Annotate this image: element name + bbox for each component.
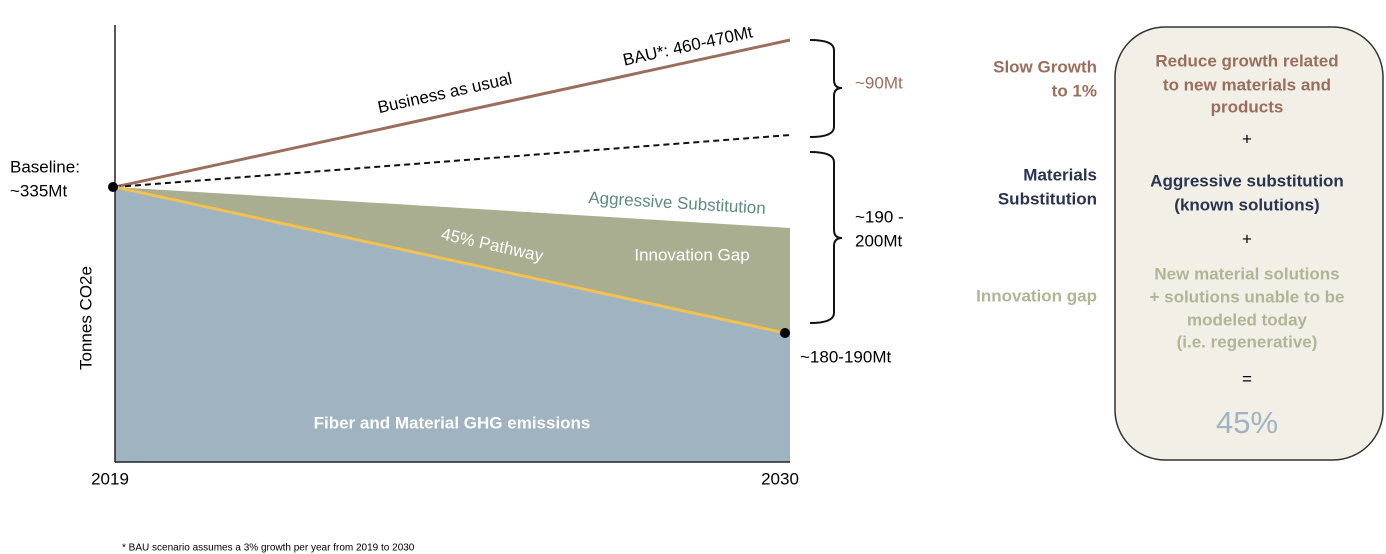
y-axis-label: Tonnes CO2e <box>76 266 95 370</box>
aggressive-label: Aggressive Substitution <box>588 188 766 218</box>
row-text: to new materials and <box>1163 75 1331 94</box>
bau-line-label: Business as usual <box>376 69 514 117</box>
area-label: Fiber and Material GHG emissions <box>314 413 591 432</box>
brace-top <box>809 39 843 138</box>
plus: + <box>1242 229 1252 248</box>
row-label: Slow Growth <box>993 57 1097 76</box>
row-label: Innovation gap <box>976 286 1097 305</box>
dashed-line <box>114 134 791 188</box>
brace-bottom-label: ~190 - <box>855 207 904 226</box>
brace-bottom-label: 200Mt <box>855 231 903 250</box>
result: 45% <box>1216 405 1278 440</box>
row-text: (known solutions) <box>1174 195 1319 214</box>
end-label: ~180-190Mt <box>800 347 891 366</box>
row-label: Substitution <box>998 189 1097 208</box>
baseline-label: Baseline: <box>10 157 80 176</box>
end-dot <box>780 328 790 338</box>
brace-bottom <box>809 151 843 324</box>
start-dot <box>108 182 118 192</box>
footnote: * BAU scenario assumes a 3% growth per y… <box>122 543 415 554</box>
row-text: Aggressive substitution <box>1150 171 1344 190</box>
gap-label: Innovation Gap <box>634 245 749 264</box>
row-label: to 1% <box>1052 81 1097 100</box>
baseline-value: ~335Mt <box>10 181 67 200</box>
panel-box <box>1114 26 1384 461</box>
pathway-line <box>114 185 786 335</box>
x-start-label: 2019 <box>91 469 129 488</box>
row-label: Materials <box>1023 165 1097 184</box>
row-text: products <box>1211 97 1284 116</box>
plus: + <box>1242 129 1252 148</box>
brace-top-label: ~90Mt <box>855 73 903 92</box>
row-text: (i.e. regenerative) <box>1177 332 1318 351</box>
equals: = <box>1242 369 1252 388</box>
row-text: + solutions unable to be <box>1149 287 1344 306</box>
row-text: modeled today <box>1187 310 1308 329</box>
row-text: Reduce growth related <box>1155 51 1338 70</box>
row-text: New material solutions <box>1154 264 1339 283</box>
x-end-label: 2030 <box>761 469 799 488</box>
emissions-area <box>115 187 790 462</box>
bau-line <box>114 38 791 189</box>
